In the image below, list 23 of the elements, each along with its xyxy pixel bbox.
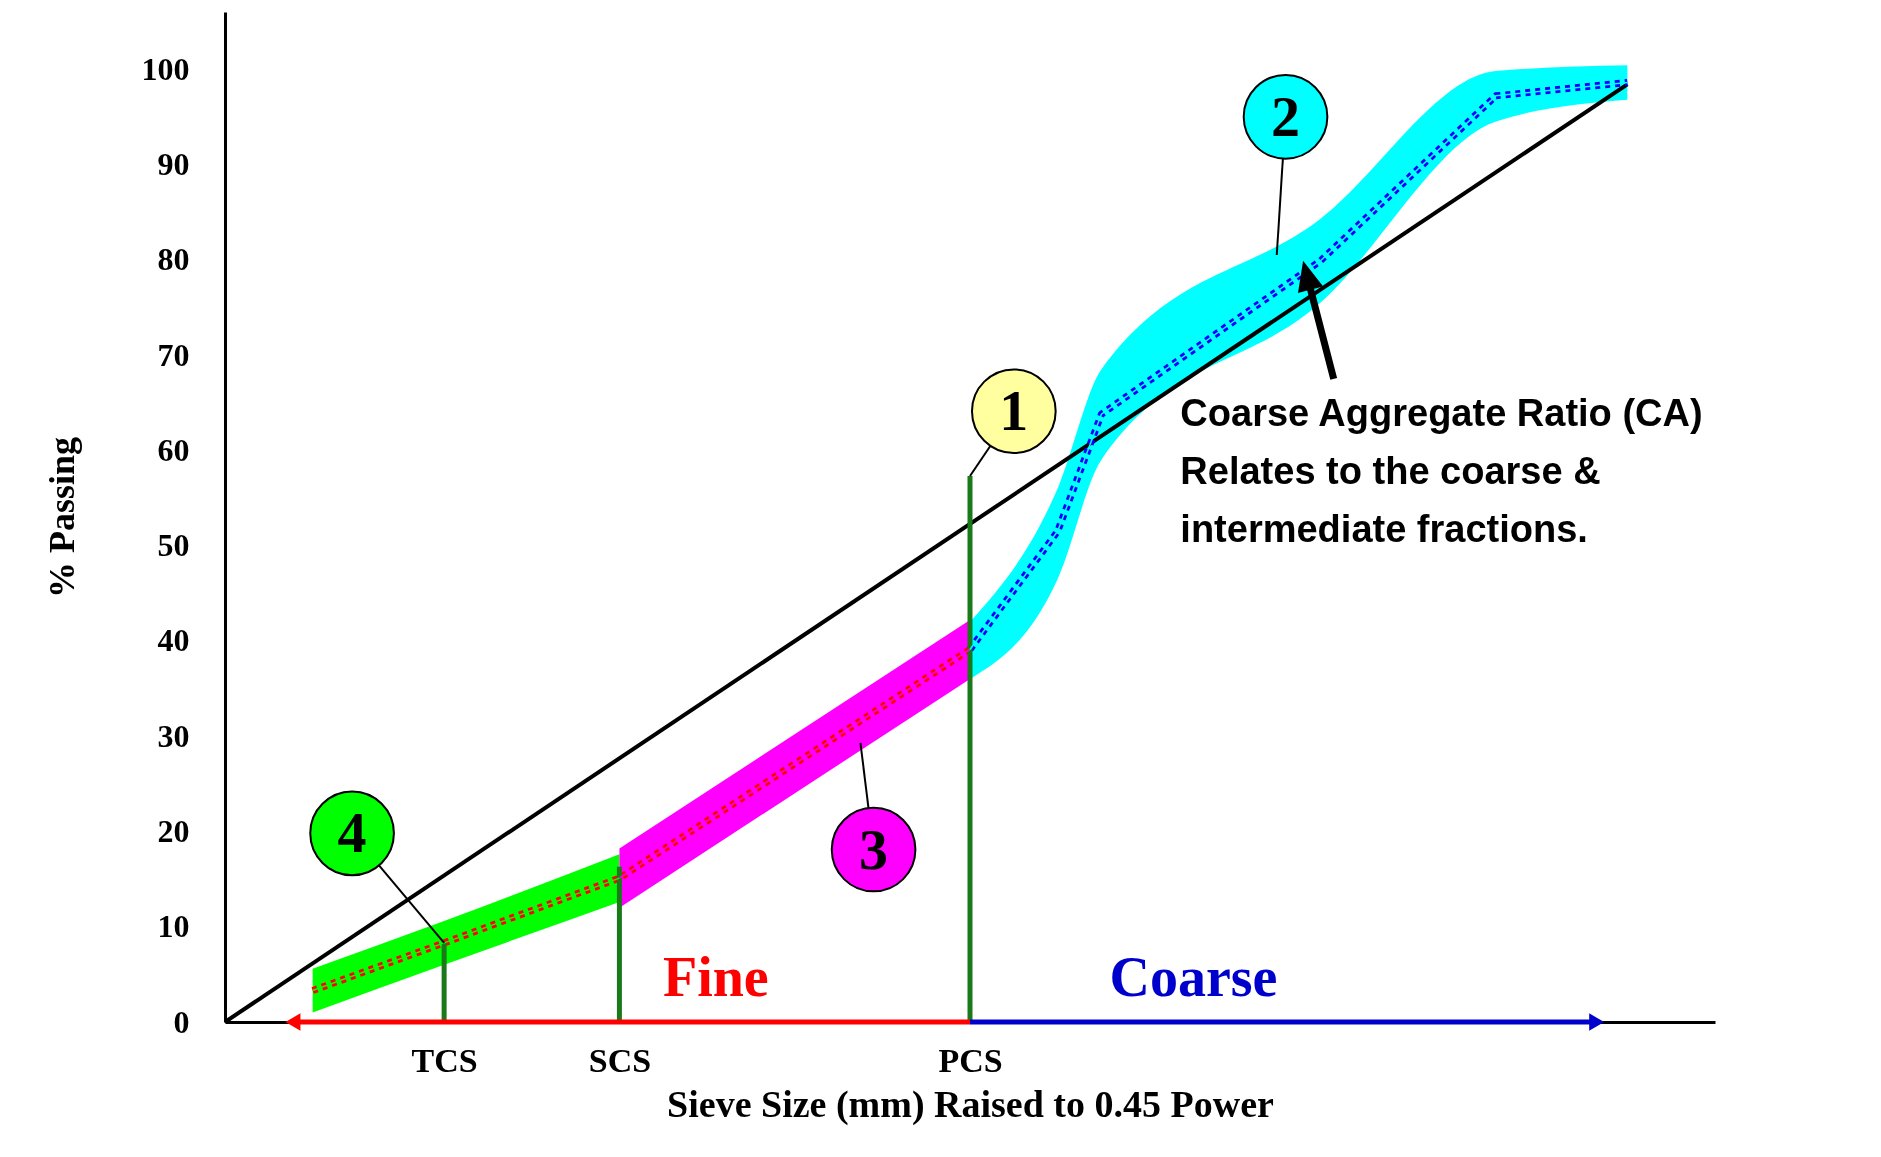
annotation: Fine [662,946,769,1009]
y-axis-title: % Passing [41,436,82,599]
y-tick-label: 30 [157,717,190,754]
annotation: Coarse [1109,946,1278,1009]
annotation: 1 [999,378,1029,444]
x-tick-label: TCS [411,1041,478,1079]
y-tick-label: 50 [157,527,190,564]
x-axis-title: Sieve Size (mm) Raised to 0.45 Power [667,1082,1275,1126]
y-tick-label: 0 [173,1003,190,1040]
y-tick-label: 40 [157,622,190,659]
y-tick-label: 10 [157,908,190,945]
annotation: 2 [1271,83,1301,149]
annotation: 3 [859,816,889,882]
y-tick-label: 60 [157,431,190,468]
y-tick-label: 80 [157,241,190,278]
x-tick-label: PCS [938,1041,1003,1079]
x-tick-label: SCS [588,1041,652,1079]
y-tick-label: 70 [157,336,190,373]
annotation: 4 [337,800,367,866]
y-tick-label: 90 [157,145,190,182]
y-tick-label: 100 [141,50,190,87]
annotation: Coarse Aggregate Ratio (CA) Relates to the coarse & intermediate fractions. [1180,391,1703,550]
y-tick-label: 20 [157,812,190,849]
